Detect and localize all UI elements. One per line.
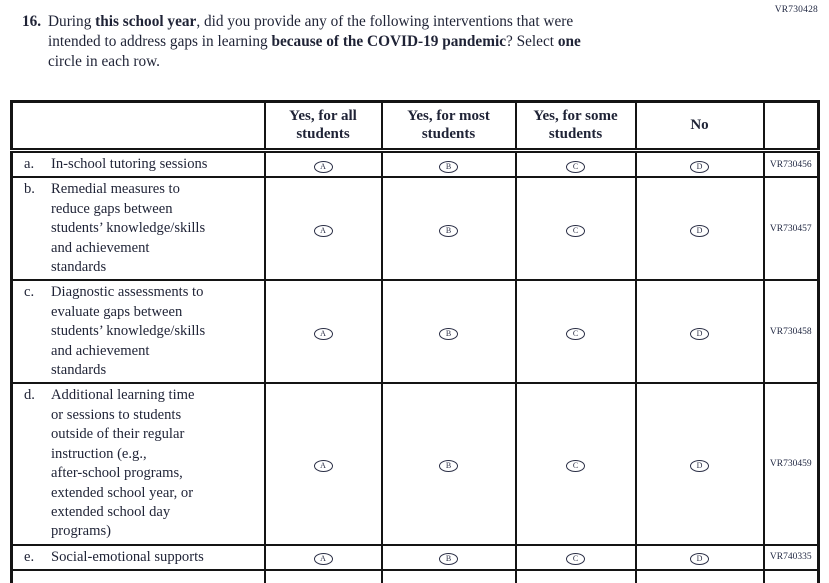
table-row-b: b. Remedial measures to reduce gaps betw…: [10, 176, 820, 282]
question-text: During this school year, did you provide…: [48, 12, 762, 72]
page-vr-code: VR730428: [774, 5, 818, 15]
row-e-cell-yes-some: C: [514, 543, 637, 572]
row-b-cell-yes-some: C: [514, 176, 637, 282]
row-d-letter: d.: [24, 387, 35, 404]
row-c-label: c. Diagnostic assessments to evaluate ga…: [10, 279, 266, 385]
bubble-row-a-option-c[interactable]: C: [566, 160, 585, 173]
row-b-text: Remedial measures to reduce gaps between…: [51, 181, 206, 276]
row-d-cell-yes-all: A: [263, 382, 383, 546]
bubble-row-e-option-c[interactable]: C: [566, 553, 585, 566]
col-header-yes-some: Yes, for some students: [514, 100, 637, 153]
row-b-vr-code: VR730457: [762, 176, 820, 282]
bubble-row-d-option-a[interactable]: A: [313, 460, 333, 473]
row-d-vr-code: VR730459: [762, 382, 820, 546]
header-row: Yes, for all students Yes, for most stud…: [10, 100, 820, 153]
bubble-row-d-option-d[interactable]: D: [690, 460, 709, 473]
row-a-letter: a.: [24, 156, 35, 172]
row-c-text: Diagnostic assessments to evaluate gaps …: [51, 284, 206, 379]
row-d-label: d. Additional learning time or sessions …: [10, 382, 266, 546]
table-row-a: a. In-school tutoring sessions A B C D V…: [10, 149, 820, 179]
row-e-text: Social-emotional supports: [51, 548, 204, 565]
question-block: 16. During this school year, did you pro…: [22, 12, 762, 72]
row-e-vr-code: VR740335: [762, 543, 820, 572]
row-e-letter: e.: [24, 548, 35, 565]
row-d-cell-yes-most: B: [380, 382, 517, 546]
question-line-1: During this school year, did you provide…: [48, 13, 574, 30]
row-b-label: b. Remedial measures to reduce gaps betw…: [10, 176, 266, 282]
bubble-row-b-option-b[interactable]: B: [439, 224, 458, 237]
row-a-cell-no: D: [634, 149, 765, 179]
bubble-row-b-option-c[interactable]: C: [566, 224, 585, 237]
row-e-cell-yes-all: A: [263, 543, 383, 572]
row-e-cell-no: D: [634, 543, 765, 572]
row-b-cell-yes-all: A: [263, 176, 383, 282]
bubble-row-c-option-a[interactable]: A: [313, 327, 333, 340]
row-b-cell-no: D: [634, 176, 765, 282]
bubble-row-e-option-d[interactable]: D: [690, 553, 709, 566]
bubble-row-c-option-c[interactable]: C: [566, 327, 585, 340]
table-row-d: d. Additional learning time or sessions …: [10, 382, 820, 546]
row-c-cell-yes-all: A: [263, 279, 383, 385]
col-header-item: [10, 100, 266, 153]
row-c-letter: c.: [24, 284, 35, 301]
question-line-2: intended to address gaps in learning bec…: [48, 33, 581, 50]
row-d-text: Additional learning time or sessions to …: [51, 387, 195, 540]
col-header-vr: [762, 100, 820, 153]
row-e-label: e. Social-emotional supports: [10, 543, 266, 572]
row-b-letter: b.: [24, 181, 35, 198]
bubble-row-a-option-d[interactable]: D: [690, 160, 709, 173]
table-row-c: c. Diagnostic assessments to evaluate ga…: [10, 279, 820, 385]
row-b-cell-yes-most: B: [380, 176, 517, 282]
bubble-row-d-option-c[interactable]: C: [566, 460, 585, 473]
row-a-cell-yes-all: A: [263, 149, 383, 179]
bubble-row-b-option-d[interactable]: D: [690, 224, 709, 237]
row-a-cell-yes-most: B: [380, 149, 517, 179]
row-c-vr-code: VR730458: [762, 279, 820, 385]
col-header-no: No: [634, 100, 765, 153]
response-matrix-table: Yes, for all students Yes, for most stud…: [10, 100, 820, 583]
row-c-cell-no: D: [634, 279, 765, 385]
bubble-row-b-option-a[interactable]: A: [313, 224, 333, 237]
bubble-row-a-option-b[interactable]: B: [439, 160, 458, 173]
question-number: 16.: [22, 13, 42, 30]
row-d-cell-no: D: [634, 382, 765, 546]
row-a-vr-code: VR730456: [762, 149, 820, 179]
table-row-f-cutoff: [10, 569, 820, 583]
row-d-cell-yes-some: C: [514, 382, 637, 546]
bubble-row-e-option-a[interactable]: A: [313, 553, 333, 566]
row-a-cell-yes-some: C: [514, 149, 637, 179]
row-e-cell-yes-most: B: [380, 543, 517, 572]
row-c-cell-yes-some: C: [514, 279, 637, 385]
bubble-row-c-option-d[interactable]: D: [690, 327, 709, 340]
col-header-yes-most: Yes, for most students: [380, 100, 517, 153]
bubble-row-d-option-b[interactable]: B: [439, 460, 458, 473]
bubble-row-a-option-a[interactable]: A: [313, 160, 333, 173]
row-a-text: In-school tutoring sessions: [51, 156, 208, 172]
question-line-3: circle in each row.: [48, 53, 160, 70]
row-a-label: a. In-school tutoring sessions: [10, 149, 266, 179]
table-row-e: e. Social-emotional supports A B C D VR7…: [10, 543, 820, 572]
bubble-row-e-option-b[interactable]: B: [439, 553, 458, 566]
bubble-row-c-option-b[interactable]: B: [439, 327, 458, 340]
col-header-yes-all: Yes, for all students: [263, 100, 383, 153]
row-c-cell-yes-most: B: [380, 279, 517, 385]
